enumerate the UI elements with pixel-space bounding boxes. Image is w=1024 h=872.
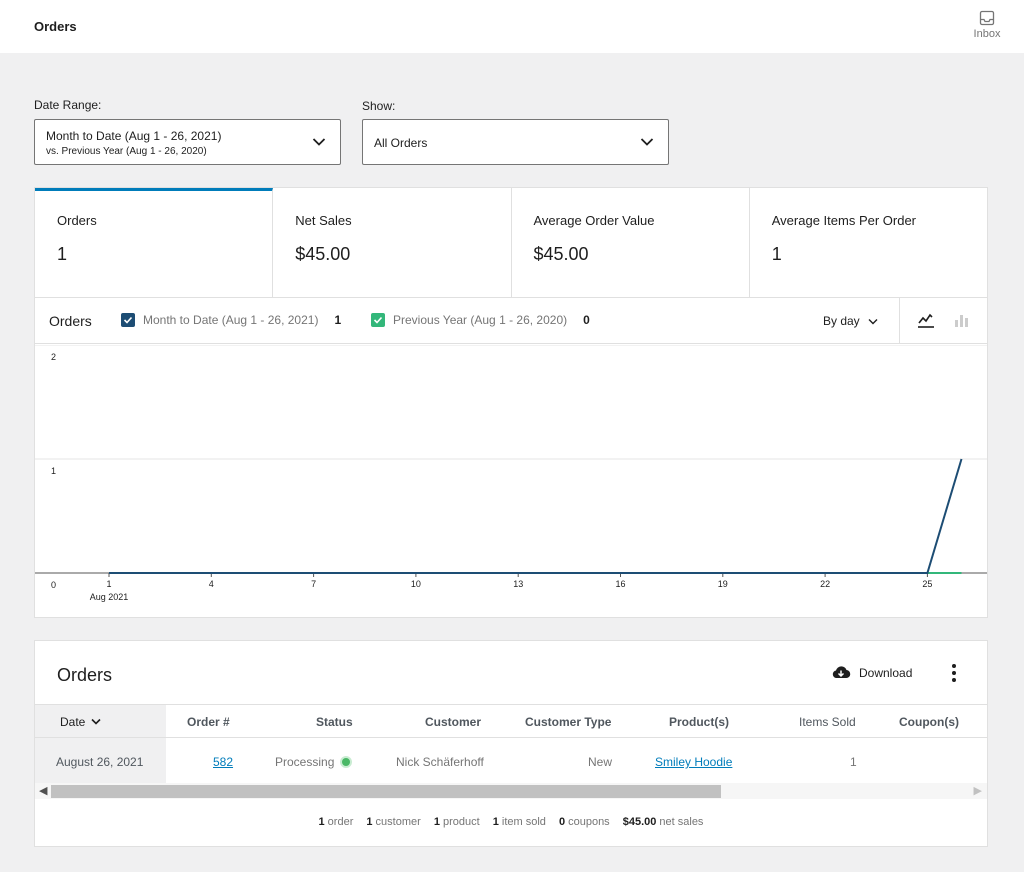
top-bar: Orders Inbox bbox=[0, 0, 1024, 53]
summary-orders[interactable]: Orders 1 bbox=[35, 188, 274, 297]
legend-item-current[interactable]: Month to Date (Aug 1 - 26, 2021) 1 bbox=[121, 313, 341, 327]
chart-type-toggle bbox=[899, 298, 987, 344]
order-link[interactable]: 582 bbox=[213, 755, 234, 769]
inbox-label: Inbox bbox=[973, 28, 1001, 40]
status-text: Processing bbox=[275, 755, 335, 769]
series-line-current bbox=[109, 458, 963, 574]
summary-value: $45.00 bbox=[533, 244, 589, 264]
product-link[interactable]: Smiley Hoodie bbox=[655, 755, 733, 769]
summary-numbers: Orders 1 Net Sales $45.00 Average Order … bbox=[35, 188, 987, 298]
cell-customer: Nick Schäferhoff bbox=[396, 755, 484, 769]
scrollbar-thumb[interactable] bbox=[51, 785, 721, 798]
orders-table-card: Orders Download Date Order # Status Cust… bbox=[34, 640, 988, 847]
column-header-coupons[interactable]: Coupon(s) bbox=[899, 715, 959, 729]
cell-items-sold: 1 bbox=[850, 755, 857, 769]
summary-net-sales[interactable]: Net Sales $45.00 bbox=[273, 188, 512, 297]
legend-label: Month to Date (Aug 1 - 26, 2021) bbox=[143, 313, 319, 327]
x-tick-label: 1 bbox=[106, 579, 111, 589]
column-header-order[interactable]: Order # bbox=[187, 715, 230, 729]
table-summary: 1 order 1 customer 1 product 1 item sold 0 co… bbox=[35, 816, 987, 828]
table-header: Date Order # Status Customer Customer Ty… bbox=[35, 704, 987, 738]
chevron-down-icon bbox=[640, 138, 654, 146]
horizontal-scrollbar[interactable]: ◀ ▶ bbox=[35, 783, 987, 799]
date-range-label: Date Range: bbox=[34, 98, 102, 112]
report-card: Orders 1 Net Sales $45.00 Average Order … bbox=[34, 187, 988, 618]
summary-coupons-count: 0 coupons bbox=[558, 816, 610, 828]
summary-label: Net Sales bbox=[295, 213, 352, 228]
summary-label: Average Items Per Order bbox=[771, 213, 917, 228]
summary-label: Average Order Value bbox=[533, 213, 655, 228]
summary-items-sold-count: 1 item sold bbox=[492, 816, 546, 828]
chevron-down-icon bbox=[868, 318, 878, 324]
column-header-customer[interactable]: Customer bbox=[425, 715, 482, 729]
more-options-icon[interactable] bbox=[951, 663, 957, 683]
status-dot-icon bbox=[340, 756, 353, 768]
date-range-compare: vs. Previous Year (Aug 1 - 26, 2020) bbox=[46, 146, 207, 157]
column-header-items-sold[interactable]: Items Sold bbox=[799, 715, 856, 729]
line-chart-icon[interactable] bbox=[916, 311, 936, 329]
cell-date: August 26, 2021 bbox=[35, 738, 166, 783]
summary-net-sales: $45.00 net sales bbox=[622, 816, 704, 828]
table-row: August 26, 2021 582 Processing Nick Schä… bbox=[35, 738, 987, 784]
cell-customer-type: New bbox=[588, 755, 613, 769]
summary-label: Orders bbox=[57, 213, 97, 228]
x-tick-label: 19 bbox=[718, 579, 728, 589]
cell-status: Processing bbox=[275, 755, 353, 769]
legend-count: 0 bbox=[583, 313, 590, 327]
summary-orders-count: 1 order bbox=[318, 816, 354, 828]
column-header-customer-type[interactable]: Customer Type bbox=[525, 715, 612, 729]
cloud-download-icon bbox=[832, 666, 851, 679]
checkbox-icon bbox=[371, 313, 385, 327]
x-tick-label: 7 bbox=[311, 579, 316, 589]
y-tick-label: 1 bbox=[51, 466, 56, 476]
x-tick-label: 10 bbox=[411, 579, 421, 589]
column-header-products[interactable]: Product(s) bbox=[669, 715, 729, 729]
column-label: Date bbox=[60, 715, 86, 729]
column-header-date[interactable]: Date bbox=[35, 705, 166, 737]
x-tick-label: 25 bbox=[922, 579, 932, 589]
show-value: All Orders bbox=[374, 136, 428, 150]
summary-average-order-value[interactable]: Average Order Value $45.00 bbox=[512, 188, 750, 297]
x-tick-label: 22 bbox=[820, 579, 830, 589]
chart-header: Orders Month to Date (Aug 1 - 26, 2021) … bbox=[35, 298, 987, 344]
inbox-button[interactable]: Inbox bbox=[972, 10, 1002, 40]
table-title: Orders bbox=[57, 665, 113, 685]
x-tick-label: 4 bbox=[209, 579, 214, 589]
chevron-down-icon bbox=[91, 718, 101, 725]
legend-item-previous[interactable]: Previous Year (Aug 1 - 26, 2020) 0 bbox=[371, 313, 590, 327]
chart-title: Orders bbox=[49, 313, 92, 329]
show-select[interactable]: All Orders bbox=[362, 119, 669, 165]
checkbox-icon bbox=[121, 313, 135, 327]
date-range-select[interactable]: Month to Date (Aug 1 - 26, 2021) vs. Pre… bbox=[34, 119, 341, 165]
y-tick-label: 0 bbox=[51, 580, 56, 590]
y-tick-label: 2 bbox=[51, 352, 56, 362]
x-axis-label: Aug 2021 bbox=[90, 592, 129, 602]
chevron-down-icon bbox=[312, 138, 326, 146]
bar-chart-icon[interactable] bbox=[952, 311, 972, 329]
x-tick-label: 16 bbox=[615, 579, 625, 589]
inbox-icon bbox=[979, 10, 995, 26]
date-range-value: Month to Date (Aug 1 - 26, 2021) bbox=[46, 129, 222, 143]
legend-label: Previous Year (Aug 1 - 26, 2020) bbox=[393, 313, 568, 327]
cell-products: Smiley Hoodie bbox=[655, 755, 732, 769]
show-label: Show: bbox=[362, 99, 396, 113]
summary-value: 1 bbox=[771, 244, 782, 264]
summary-value: 1 bbox=[57, 244, 68, 264]
page-title: Orders bbox=[34, 19, 77, 34]
orders-line-chart: 0 1 2 1 4 7 10 13 16 19 22 25 Aug 2021 bbox=[35, 345, 987, 602]
column-header-status[interactable]: Status bbox=[316, 715, 353, 729]
download-label: Download bbox=[859, 666, 913, 680]
summary-value: $45.00 bbox=[295, 244, 351, 264]
cell-order-number: 582 bbox=[213, 755, 233, 769]
x-tick-label: 13 bbox=[513, 579, 523, 589]
summary-products-count: 1 product bbox=[433, 816, 480, 828]
summary-customers-count: 1 customer bbox=[366, 816, 421, 828]
scroll-left-icon[interactable]: ◀ bbox=[39, 785, 48, 797]
scroll-right-icon[interactable]: ▶ bbox=[973, 785, 982, 797]
legend-count: 1 bbox=[334, 313, 342, 327]
download-button[interactable]: Download bbox=[831, 665, 912, 681]
interval-select[interactable]: By day bbox=[823, 314, 878, 328]
summary-average-items[interactable]: Average Items Per Order 1 bbox=[750, 188, 987, 297]
interval-label: By day bbox=[823, 314, 860, 328]
